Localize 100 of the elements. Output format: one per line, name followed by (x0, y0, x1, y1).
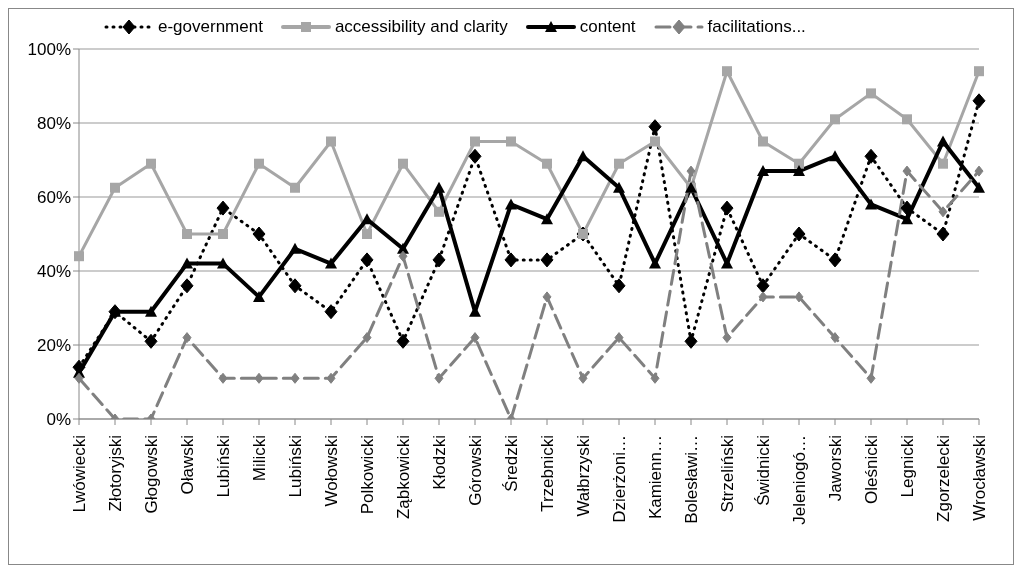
point (506, 136, 516, 147)
point (290, 372, 300, 384)
x-tick-label: Świdnicki (753, 435, 773, 506)
point (216, 200, 230, 216)
x-tick-label: Kłodzki (429, 435, 449, 490)
point (974, 165, 984, 177)
legend-label: facilitations... (707, 17, 806, 37)
point (434, 372, 444, 384)
point (866, 372, 876, 384)
point (180, 278, 194, 294)
x-tick-label: Strzeliński (717, 435, 737, 513)
x-tick-label: Milicki (249, 435, 269, 482)
point (865, 198, 877, 210)
point (505, 198, 517, 210)
point (398, 158, 408, 169)
point (973, 181, 985, 193)
x-tick-label: Lwówiecki (69, 435, 89, 513)
y-tick-label: 60% (36, 188, 71, 208)
point (470, 136, 480, 147)
point (794, 158, 804, 169)
x-tick-label: Zgorzelecki (933, 435, 953, 522)
point (722, 66, 732, 77)
point (542, 291, 552, 303)
point (758, 136, 768, 147)
point (326, 136, 336, 147)
point (468, 148, 482, 164)
y-tick-label: 20% (36, 336, 71, 356)
point (324, 304, 338, 320)
point (829, 150, 841, 162)
point (684, 333, 698, 349)
point (794, 291, 804, 303)
point (470, 332, 480, 344)
point (938, 206, 948, 218)
point (254, 158, 264, 169)
point (252, 226, 266, 242)
point (396, 333, 410, 349)
point (972, 93, 986, 109)
point (902, 114, 912, 125)
point (649, 257, 661, 269)
y-tick-label: 100% (27, 40, 71, 60)
point (792, 226, 806, 242)
x-tick-label: Kamienn… (645, 435, 665, 520)
point (74, 251, 84, 262)
point (541, 213, 553, 225)
point (432, 252, 446, 268)
point (650, 372, 660, 384)
y-tick-label: 40% (36, 262, 71, 282)
point (614, 332, 624, 344)
x-tick-label: Wrocławski (969, 435, 989, 521)
x-tick-label: Dzierżoni… (609, 435, 629, 523)
point (758, 291, 768, 303)
point (613, 181, 625, 193)
point (722, 332, 732, 344)
point (218, 229, 228, 239)
point (182, 229, 192, 239)
x-tick-label: Złotoryjski (105, 435, 125, 512)
x-tick-label: Polkowicki (357, 435, 377, 515)
point (433, 181, 445, 193)
point (721, 257, 733, 269)
point (937, 135, 949, 147)
y-tick-label: 80% (36, 114, 71, 134)
point (830, 114, 840, 125)
point (756, 278, 770, 294)
point (577, 150, 589, 162)
point (866, 88, 876, 99)
point (146, 158, 156, 169)
point (145, 305, 157, 317)
point (217, 257, 229, 269)
point (974, 66, 984, 77)
legend-label: content (579, 17, 636, 37)
point (362, 332, 372, 344)
x-tick-label: Górowski (465, 435, 485, 506)
point (648, 119, 662, 135)
point (181, 257, 193, 269)
point (290, 182, 300, 193)
x-tick-label: Ząbkowicki (393, 435, 413, 520)
y-tick-label: 0% (46, 410, 71, 430)
x-tick-label: Jeleniogó… (789, 435, 809, 525)
point (900, 200, 914, 216)
point (288, 278, 302, 294)
x-tick-label: Legnicki (897, 435, 917, 498)
point (360, 252, 374, 268)
x-tick-label: Jaworski (825, 435, 845, 502)
point (720, 200, 734, 216)
x-tick-label: Bolesławi… (681, 435, 701, 524)
point (504, 252, 518, 268)
x-tick-label: Głogowski (141, 435, 161, 514)
x-tick-label: Lubiński (213, 435, 233, 498)
point (902, 165, 912, 177)
point (612, 278, 626, 294)
point (757, 165, 769, 177)
point (864, 148, 878, 164)
point (614, 158, 624, 169)
x-tick-label: Trzebnicki (537, 435, 557, 512)
point (434, 206, 444, 217)
point (325, 257, 337, 269)
point (650, 136, 660, 147)
point (936, 226, 950, 242)
point (110, 182, 120, 193)
point (74, 372, 84, 384)
